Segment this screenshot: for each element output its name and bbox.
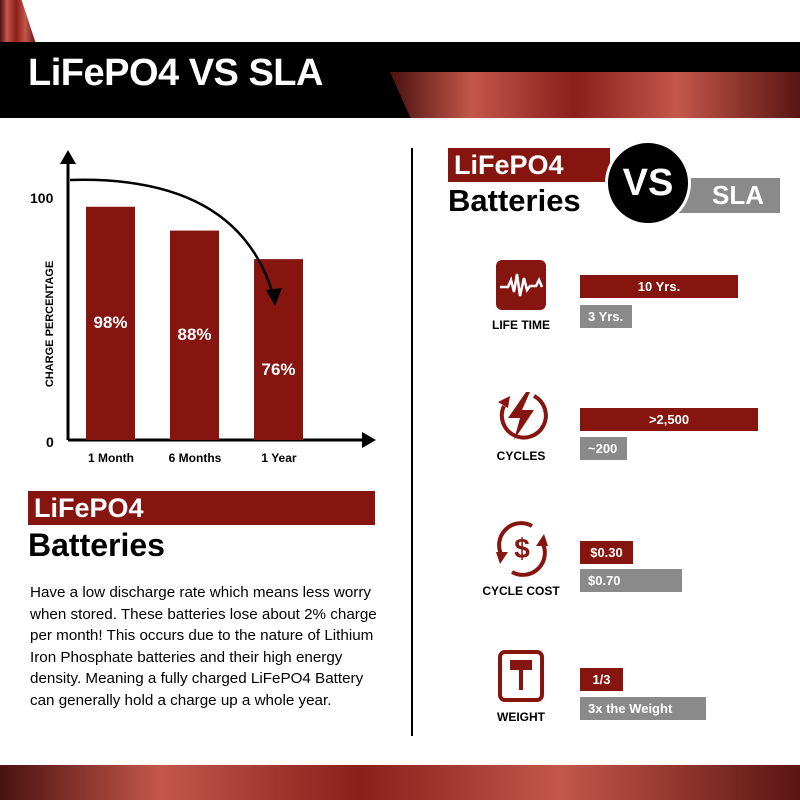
sla-bar: $0.70 <box>580 569 682 592</box>
bar-1 <box>170 230 219 440</box>
x-axis-arrow <box>362 432 376 448</box>
decline-arrow-head <box>266 288 282 306</box>
dollar-cycle-icon: $ <box>492 520 552 583</box>
lifepo4-bar: 10 Yrs. <box>580 275 738 298</box>
svg-text:$: $ <box>514 533 530 564</box>
bar-data-label: 98% <box>93 313 128 333</box>
sla-bar: 3x the Weight <box>580 697 706 720</box>
lifepo4-bar: 1/3 <box>580 668 623 691</box>
heartbeat-icon <box>496 260 546 315</box>
x-tick-label: 6 Months <box>168 451 222 465</box>
decline-arrow <box>69 178 276 299</box>
header-ribbon <box>390 72 800 118</box>
lightning-cycle-icon <box>494 388 550 449</box>
bar-data-label: 88% <box>177 325 212 345</box>
title-block <box>0 42 412 118</box>
bar-2 <box>254 259 303 440</box>
left-body: Have a low discharge rate which means le… <box>30 584 377 709</box>
right-heading: Batteries <box>448 183 581 218</box>
lifepo4-bar: >2,500 <box>580 408 758 431</box>
corner-ribbon <box>0 0 36 44</box>
page-title: LiFePO4 VS SLA <box>28 52 323 94</box>
left-heading: Batteries <box>28 527 165 563</box>
y-tick-100: 100 <box>30 190 54 206</box>
divider <box>411 148 413 736</box>
scale-icon <box>498 650 544 707</box>
footer-ribbon <box>0 765 800 800</box>
metric-label: CYCLE COST <box>482 584 560 598</box>
sla-bar: ~200 <box>580 437 627 460</box>
left-heading-tag: LiFePO4 <box>28 491 375 525</box>
lifepo4-bar: $0.30 <box>580 541 633 564</box>
x-tick-label: 1 Month <box>88 451 134 465</box>
vs-badge: VS <box>605 140 691 226</box>
right-tag: LiFePO4 <box>448 148 610 182</box>
bar-data-label: 76% <box>261 359 296 379</box>
y-axis-label: CHARGE PERCENTAGE <box>44 260 56 388</box>
bar-0 <box>86 206 135 440</box>
sla-bar: 3 Yrs. <box>580 305 632 328</box>
y-axis-arrow <box>60 150 76 164</box>
x-tick-label: 1 Year <box>261 451 297 465</box>
metric-label: CYCLES <box>496 449 546 463</box>
metric-label: WEIGHT <box>497 710 545 724</box>
metric-label: LIFE TIME <box>492 318 550 332</box>
y-tick-0: 0 <box>46 434 54 450</box>
charge-chart <box>60 150 376 448</box>
